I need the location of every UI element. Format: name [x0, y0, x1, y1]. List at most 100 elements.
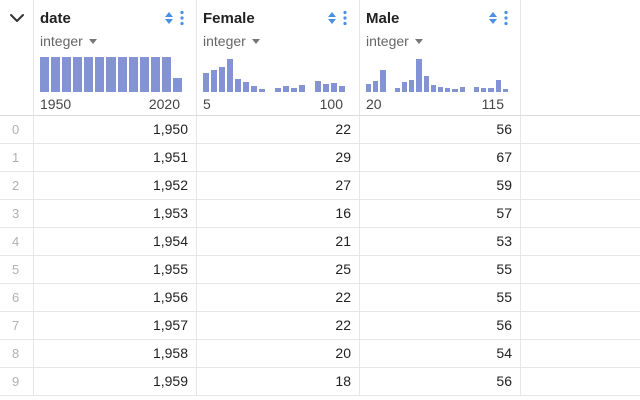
histogram-bar: [430, 85, 436, 92]
histogram-bar: [331, 83, 337, 92]
histogram-bar: [73, 57, 83, 92]
histogram-bar: [211, 70, 217, 92]
table-row[interactable]: 5 1,955 25 55: [0, 256, 640, 284]
histogram-bar: [235, 79, 241, 92]
cell-female[interactable]: 22: [197, 116, 360, 143]
cell-date[interactable]: 1,953: [34, 200, 197, 227]
table-row[interactable]: 4 1,954 21 53: [0, 228, 640, 256]
cell-male[interactable]: 57: [360, 200, 521, 227]
cell-female[interactable]: 22: [197, 312, 360, 339]
cell-male[interactable]: 56: [360, 312, 521, 339]
histogram-bar: [373, 81, 379, 92]
histogram-bar: [502, 89, 508, 92]
table-row[interactable]: 2 1,952 27 59: [0, 172, 640, 200]
dtype-dropdown[interactable]: integer: [203, 33, 260, 49]
range-min: 1950: [40, 96, 72, 112]
cell-male[interactable]: 53: [360, 228, 521, 255]
table-row[interactable]: 0 1,950 22 56: [0, 116, 640, 144]
cell-male[interactable]: 56: [360, 368, 521, 395]
cell-date[interactable]: 1,951: [34, 144, 197, 171]
cell-male[interactable]: 55: [360, 284, 521, 311]
dtype-dropdown[interactable]: integer: [366, 33, 423, 49]
histogram-bar: [128, 57, 138, 92]
cell-date[interactable]: 1,952: [34, 172, 197, 199]
kebab-menu-icon[interactable]: [180, 10, 184, 26]
histogram-bar: [423, 76, 429, 92]
histogram-bar: [275, 88, 281, 92]
sort-icon[interactable]: [164, 11, 174, 25]
cell-female[interactable]: 20: [197, 340, 360, 367]
cell-female[interactable]: 18: [197, 368, 360, 395]
histogram-bar: [283, 86, 289, 92]
histogram-bar: [299, 85, 305, 92]
row-index: 5: [0, 256, 34, 283]
table-row[interactable]: 1 1,951 29 67: [0, 144, 640, 172]
histogram-bar: [459, 87, 465, 92]
histogram-bar: [495, 80, 501, 92]
column-name[interactable]: Male: [366, 10, 400, 27]
cell-female[interactable]: 16: [197, 200, 360, 227]
cell-date[interactable]: 1,955: [34, 256, 197, 283]
histogram-bar: [445, 88, 451, 92]
cell-female[interactable]: 27: [197, 172, 360, 199]
histogram-bar: [323, 84, 329, 92]
histogram-bar: [380, 70, 386, 92]
column-header-date[interactable]: date integer 1950 2020: [34, 0, 197, 116]
table-row[interactable]: 6 1,956 22 55: [0, 284, 640, 312]
chevron-down-icon[interactable]: [9, 10, 25, 26]
histogram-bar: [339, 86, 345, 92]
cell-female[interactable]: 29: [197, 144, 360, 171]
cell-date[interactable]: 1,954: [34, 228, 197, 255]
histogram-bar: [62, 57, 72, 92]
histogram-bar: [394, 88, 400, 92]
cell-male[interactable]: 56: [360, 116, 521, 143]
cell-date[interactable]: 1,956: [34, 284, 197, 311]
table-row[interactable]: 8 1,958 20 54: [0, 340, 640, 368]
row-index: 1: [0, 144, 34, 171]
cell-female[interactable]: 21: [197, 228, 360, 255]
sort-icon[interactable]: [327, 11, 337, 25]
table-row[interactable]: 3 1,953 16 57: [0, 200, 640, 228]
cell-date[interactable]: 1,958: [34, 340, 197, 367]
cell-male[interactable]: 55: [360, 256, 521, 283]
column-header-female[interactable]: Female integer 5 100: [197, 0, 360, 116]
histogram-bar: [474, 87, 480, 92]
range-max: 2020: [148, 96, 180, 112]
cell-male[interactable]: 59: [360, 172, 521, 199]
histogram-bar: [481, 88, 487, 92]
cell-female[interactable]: 25: [197, 256, 360, 283]
histogram-bar: [40, 57, 50, 92]
row-index: 6: [0, 284, 34, 311]
range-min: 20: [366, 96, 382, 112]
histogram-bar: [438, 87, 444, 92]
cell-female[interactable]: 22: [197, 284, 360, 311]
cell-date[interactable]: 1,957: [34, 312, 197, 339]
cell-date[interactable]: 1,950: [34, 116, 197, 143]
dtype-dropdown[interactable]: integer: [40, 33, 97, 49]
cell-male[interactable]: 67: [360, 144, 521, 171]
sort-icon[interactable]: [488, 11, 498, 25]
dtype-label: integer: [40, 33, 83, 49]
histogram-bar: [150, 57, 160, 92]
histogram-bar: [409, 80, 415, 92]
table-row[interactable]: 9 1,959 18 56: [0, 368, 640, 396]
column-name[interactable]: Female: [203, 10, 255, 27]
kebab-menu-icon[interactable]: [504, 10, 508, 26]
caret-down-icon: [88, 38, 97, 44]
histogram-bar: [452, 89, 458, 92]
histogram-bar: [139, 57, 149, 92]
row-index: 9: [0, 368, 34, 395]
cell-date[interactable]: 1,959: [34, 368, 197, 395]
histogram-bar: [227, 59, 233, 92]
row-index: 4: [0, 228, 34, 255]
histogram-bar: [315, 81, 321, 92]
histogram-bar: [51, 57, 61, 92]
column-header-male[interactable]: Male integer 20 115: [360, 0, 521, 116]
histogram: [203, 57, 345, 92]
histogram-bar: [203, 73, 209, 92]
cell-male[interactable]: 54: [360, 340, 521, 367]
column-name[interactable]: date: [40, 10, 71, 27]
table-row[interactable]: 7 1,957 22 56: [0, 312, 640, 340]
kebab-menu-icon[interactable]: [343, 10, 347, 26]
